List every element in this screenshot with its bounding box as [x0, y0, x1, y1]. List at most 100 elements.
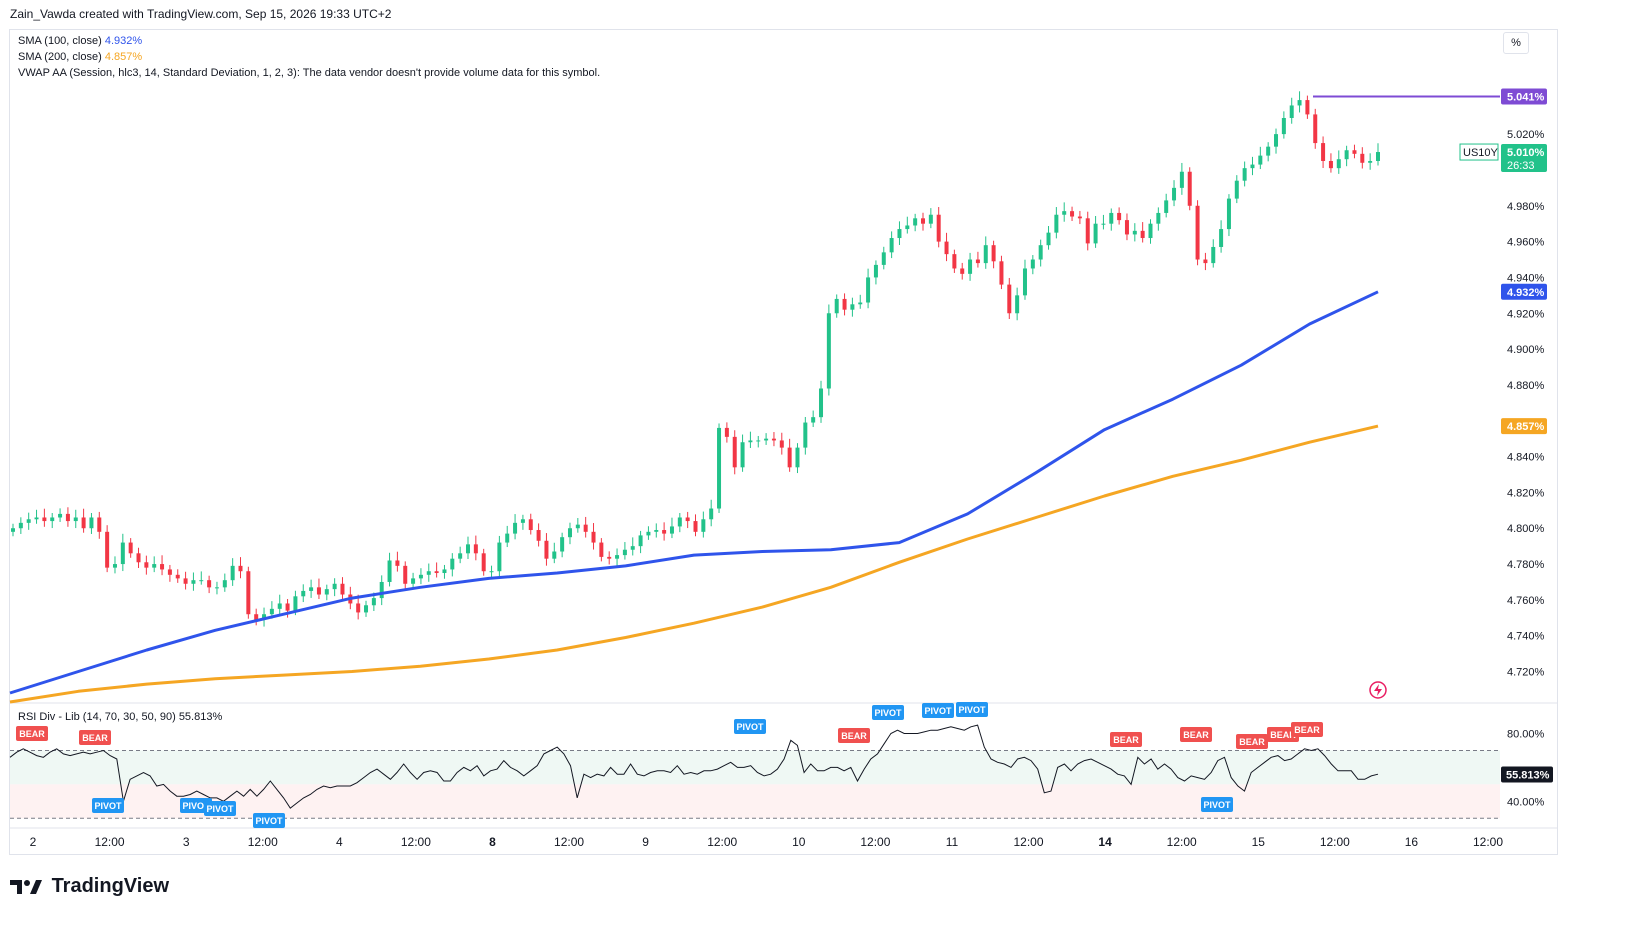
candle-body [1281, 117, 1286, 135]
candle-body [748, 440, 753, 443]
candle-body [1211, 246, 1216, 264]
candle-body [936, 214, 941, 242]
bear-marker: BEAR [1180, 727, 1212, 742]
candle-body [340, 583, 345, 595]
candle [615, 548, 620, 566]
candle [520, 514, 525, 530]
candle-body [356, 603, 361, 613]
candle-body [222, 580, 227, 588]
percent-scale-button[interactable]: % [1503, 32, 1529, 54]
candle-body [207, 580, 212, 588]
legend-rsi[interactable]: RSI Div - Lib (14, 70, 30, 50, 90) 55.81… [18, 710, 222, 724]
candle-body [1015, 295, 1020, 314]
pivot-marker-bg [956, 702, 988, 717]
pivot-marker: PIVOT [734, 719, 766, 734]
time-tick-label: 12:00 [401, 835, 431, 849]
candle [489, 565, 494, 577]
candle-body [316, 587, 321, 595]
candle [42, 508, 47, 527]
price-tick-label: 4.780% [1507, 559, 1545, 571]
pivot-marker-bg [253, 813, 285, 828]
candle [936, 207, 941, 248]
candle [183, 571, 188, 590]
candle-body [1156, 212, 1161, 224]
candle [607, 551, 612, 565]
candle-body [34, 517, 39, 520]
candle [379, 575, 384, 606]
candle [842, 293, 847, 316]
bear-marker-bg [1236, 734, 1268, 749]
candle [560, 532, 565, 558]
time-tick-label: 12:00 [1320, 835, 1350, 849]
rsi-lower-band [10, 784, 1500, 819]
sma200-label: SMA (200, close) [18, 51, 102, 63]
candle-body [1172, 187, 1177, 201]
bear-marker-label: BEAR [19, 729, 45, 739]
legend-vwap[interactable]: VWAP AA (Session, hlc3, 14, Standard Dev… [18, 66, 600, 80]
candle-body [983, 245, 988, 264]
candle [207, 575, 212, 594]
candle [756, 435, 761, 448]
candle-body [1109, 212, 1114, 224]
candle [764, 433, 769, 445]
legend-sma100[interactable]: SMA (100, close) 4.932% [18, 34, 142, 48]
candles [11, 91, 1380, 627]
candle [1015, 287, 1020, 321]
candle-body [756, 440, 761, 442]
candle-body [489, 571, 494, 573]
candle-body [262, 614, 267, 620]
candle [1022, 259, 1027, 300]
candle-body [764, 438, 769, 441]
rsi-value-legend: 55.813% [178, 711, 223, 723]
time-tick-label: 12:00 [1167, 835, 1197, 849]
sma100-line [9, 290, 1379, 695]
candle-body [1226, 198, 1231, 230]
candle-body [371, 598, 376, 606]
candle [426, 563, 431, 582]
candle-body [1352, 150, 1357, 154]
bolt-circle [1369, 681, 1387, 699]
candle-body [771, 438, 776, 441]
pivot-marker: PIVOT [204, 801, 236, 816]
candle-body [81, 517, 86, 529]
price-tick-label: 4.940% [1507, 272, 1545, 284]
candle [497, 535, 502, 579]
candle-body [1274, 134, 1279, 147]
candle [638, 530, 643, 554]
candle-body [1046, 232, 1051, 246]
candle [458, 546, 463, 564]
candle-body [717, 427, 722, 509]
countdown-text: 26:33 [1507, 160, 1535, 172]
candle-body [1321, 143, 1326, 161]
pivot-marker-bg [922, 703, 954, 718]
candle [73, 509, 78, 529]
candle [246, 566, 251, 619]
candle [591, 523, 596, 550]
pivot-marker: PIVOT [872, 705, 904, 720]
candle-body [567, 528, 572, 538]
legend-sma200[interactable]: SMA (200, close) 4.857% [18, 50, 142, 64]
candle-body [1093, 223, 1098, 244]
candle [1007, 277, 1012, 319]
candle-body [819, 388, 824, 418]
candle-body [622, 549, 627, 556]
candle [975, 251, 980, 268]
candle-body [1007, 284, 1012, 314]
bear-marker-bg [16, 726, 48, 741]
candle [364, 600, 369, 617]
bear-marker: BEAR [16, 726, 48, 741]
candle-body [662, 530, 667, 534]
candle [152, 556, 157, 573]
symbol-tag: US10Y [1463, 147, 1499, 159]
candle-body [740, 442, 745, 468]
hline-price-badge-text: 5.041% [1507, 91, 1545, 103]
candle-body [952, 254, 957, 269]
candle-body [913, 218, 918, 226]
candle [1054, 207, 1059, 239]
pivot-marker-bg [204, 801, 236, 816]
candle-body [418, 574, 423, 579]
candle-body [199, 580, 204, 582]
candle [622, 542, 627, 560]
time-tick-label: 3 [183, 835, 190, 849]
